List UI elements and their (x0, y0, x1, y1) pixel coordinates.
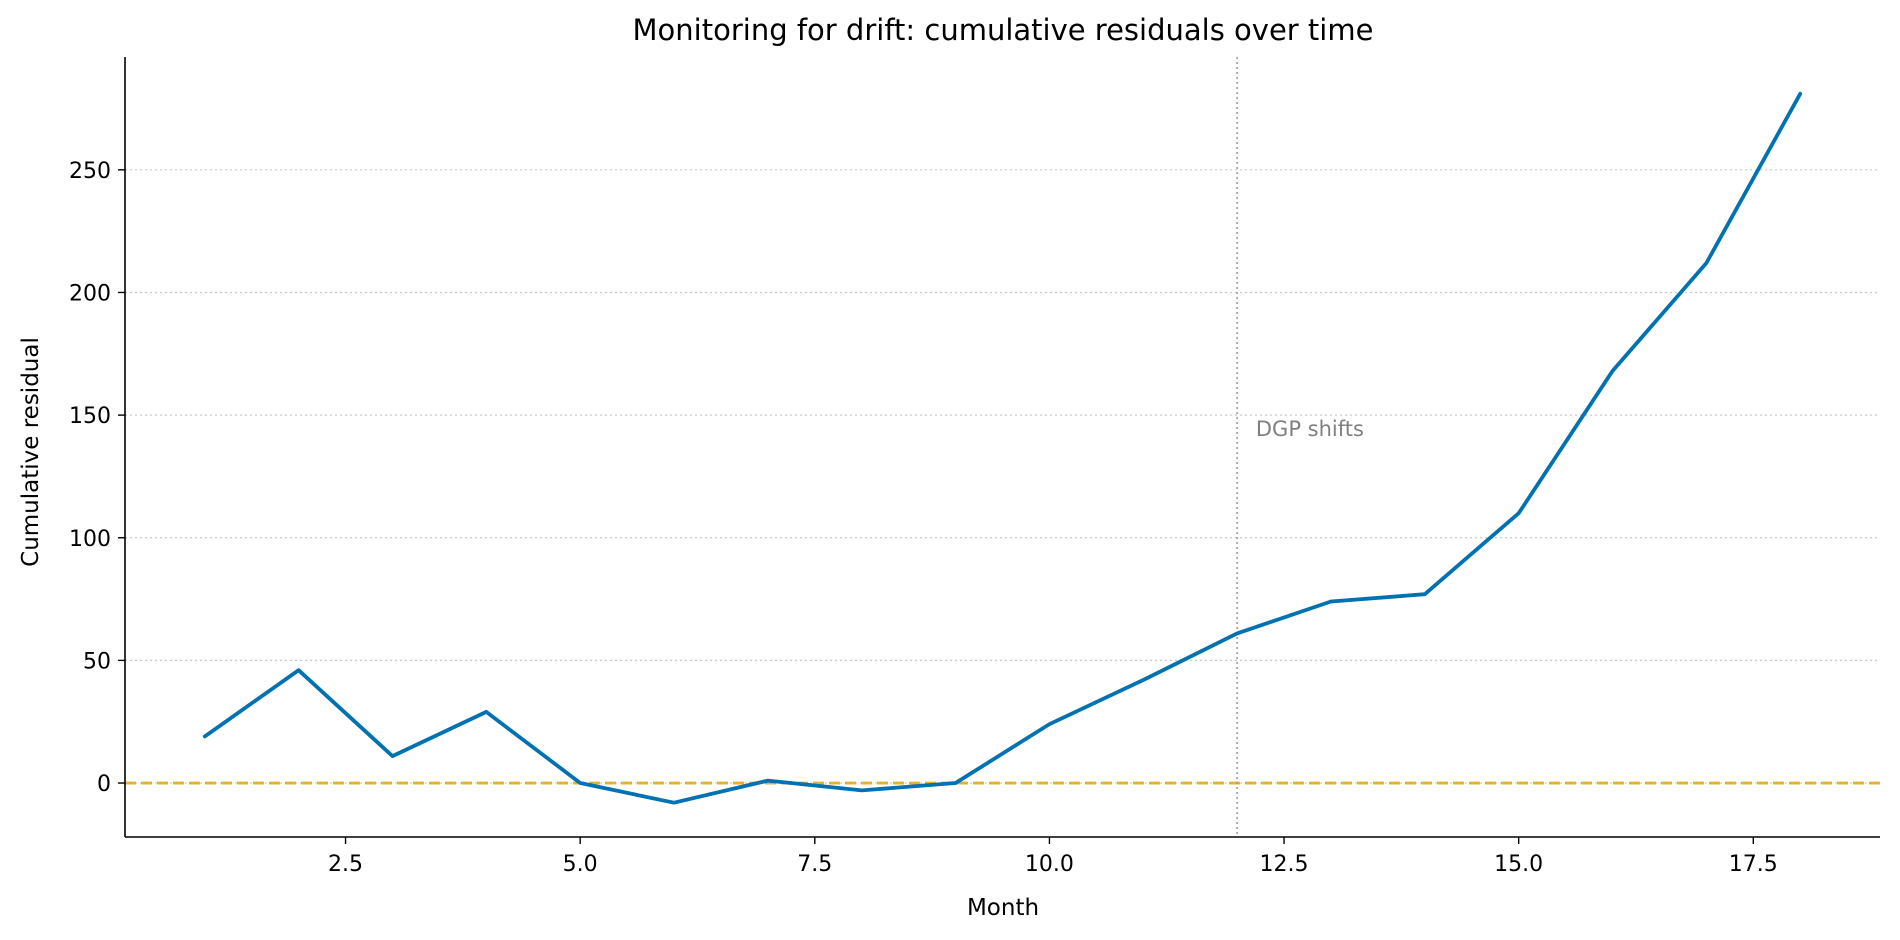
reference-lines (125, 57, 1880, 837)
x-tick-label: 2.5 (328, 852, 363, 877)
data-point-6 (672, 801, 676, 805)
data-point-13 (1329, 599, 1333, 604)
y-tick-label: 200 (69, 281, 111, 306)
data-point-9 (953, 781, 958, 785)
y-tick-label: 0 (97, 772, 111, 797)
data-point-7 (766, 778, 770, 783)
x-tick-label: 15.0 (1494, 852, 1543, 877)
data-point-16 (1610, 369, 1615, 373)
data-point-10 (1047, 722, 1052, 726)
data-point-4 (484, 710, 488, 714)
y-tick-label: 50 (83, 649, 111, 674)
ticks: 2.5 5.0 7.5 10.0 12.5 15.0 17.5 0 50 100 150 200 250 (69, 159, 1778, 877)
dgp-shift-annotation: DGP shifts (1256, 417, 1364, 441)
data-point-11 (1141, 678, 1145, 682)
grid-lines (125, 169, 1880, 784)
data-point-1 (203, 734, 207, 739)
x-tick-label: 10.0 (1025, 852, 1074, 877)
data-point-8 (860, 788, 864, 792)
data-point-15 (1517, 511, 1521, 515)
x-tick-label: 12.5 (1260, 852, 1309, 877)
chart-title: Monitoring for drift: cumulative residua… (633, 13, 1374, 47)
x-tick-label: 5.0 (563, 852, 598, 877)
x-tick-label: 17.5 (1729, 852, 1778, 877)
data-point-5 (578, 781, 582, 785)
y-axis-title: Cumulative residual (18, 337, 44, 567)
y-tick-label: 250 (69, 159, 111, 184)
data-point-17 (1704, 261, 1708, 265)
data-point-12 (1235, 631, 1239, 636)
annotations: DGP shifts (1256, 417, 1364, 441)
y-tick-label: 100 (69, 527, 111, 552)
data-point-18 (1798, 92, 1802, 96)
y-tick-label: 150 (69, 404, 111, 429)
data-point-3 (390, 754, 395, 758)
data-point-2 (297, 668, 301, 672)
x-tick-label: 7.5 (797, 852, 832, 877)
x-axis-title: Month (967, 895, 1039, 921)
series-layer (202, 91, 1803, 805)
axes (124, 57, 1880, 838)
cumulative-residual-line (202, 91, 1803, 805)
data-point-14 (1423, 592, 1427, 596)
